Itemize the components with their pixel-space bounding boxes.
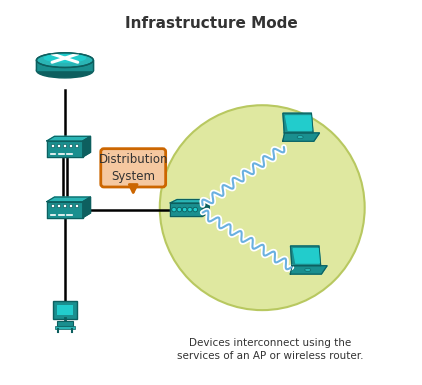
- Ellipse shape: [297, 136, 303, 139]
- Circle shape: [182, 207, 187, 212]
- FancyBboxPatch shape: [51, 204, 54, 207]
- Polygon shape: [293, 249, 319, 263]
- FancyBboxPatch shape: [57, 144, 60, 147]
- Polygon shape: [47, 197, 91, 202]
- FancyBboxPatch shape: [75, 144, 78, 147]
- Polygon shape: [36, 60, 93, 70]
- Polygon shape: [83, 197, 91, 218]
- Ellipse shape: [305, 268, 311, 271]
- Polygon shape: [47, 141, 83, 157]
- FancyBboxPatch shape: [57, 305, 73, 315]
- Circle shape: [172, 207, 176, 212]
- FancyBboxPatch shape: [63, 204, 66, 207]
- Text: Distribution
System: Distribution System: [98, 153, 168, 183]
- FancyBboxPatch shape: [63, 144, 66, 147]
- Polygon shape: [283, 113, 313, 133]
- Ellipse shape: [36, 63, 93, 78]
- FancyBboxPatch shape: [55, 326, 75, 330]
- FancyBboxPatch shape: [101, 149, 166, 187]
- Text: Devices interconnect using the
services of an AP or wireless router.: Devices interconnect using the services …: [176, 338, 363, 362]
- Circle shape: [188, 207, 192, 212]
- Polygon shape: [83, 136, 91, 157]
- FancyBboxPatch shape: [69, 144, 72, 147]
- FancyBboxPatch shape: [57, 204, 60, 207]
- Polygon shape: [47, 136, 91, 141]
- Polygon shape: [286, 116, 312, 130]
- Polygon shape: [283, 133, 319, 141]
- Polygon shape: [170, 203, 203, 216]
- Text: Infrastructure Mode: Infrastructure Mode: [124, 16, 298, 31]
- Polygon shape: [170, 199, 209, 203]
- Ellipse shape: [43, 54, 86, 63]
- FancyBboxPatch shape: [75, 204, 78, 207]
- Polygon shape: [47, 202, 83, 218]
- FancyBboxPatch shape: [69, 204, 72, 207]
- Ellipse shape: [36, 53, 93, 67]
- FancyBboxPatch shape: [57, 321, 73, 326]
- FancyBboxPatch shape: [51, 144, 54, 147]
- Circle shape: [177, 207, 181, 212]
- Polygon shape: [290, 246, 321, 266]
- Polygon shape: [203, 199, 209, 216]
- Circle shape: [193, 207, 197, 212]
- Circle shape: [160, 105, 365, 310]
- FancyBboxPatch shape: [53, 301, 77, 319]
- Polygon shape: [290, 266, 327, 274]
